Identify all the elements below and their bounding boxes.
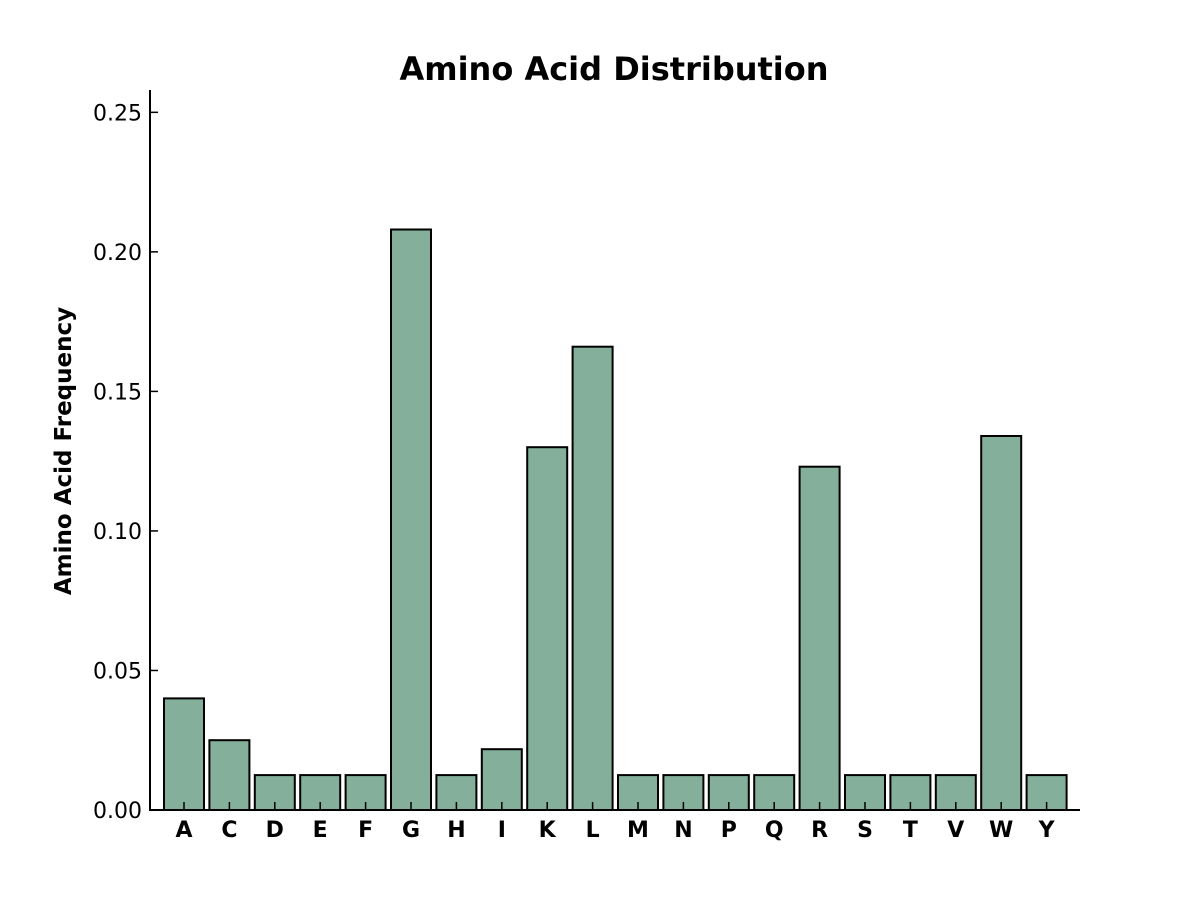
x-tick-label: P xyxy=(721,818,737,843)
x-tick-label: I xyxy=(498,818,506,843)
y-tick-label: 0.20 xyxy=(93,241,142,266)
y-tick-label: 0.00 xyxy=(93,799,142,824)
bar-G xyxy=(390,228,432,811)
x-tick-label: N xyxy=(674,818,692,843)
y-tick-label: 0.05 xyxy=(93,659,142,684)
x-tick-label: M xyxy=(627,818,649,843)
y-tick-label: 0.10 xyxy=(93,520,142,545)
bar-I xyxy=(480,748,523,812)
bar-A xyxy=(163,697,205,812)
x-tick-label: V xyxy=(947,818,964,843)
x-tick-label: L xyxy=(586,818,600,843)
y-axis-label: Amino Acid Frequency xyxy=(51,307,77,595)
x-tick-label: W xyxy=(989,818,1013,843)
x-tick-label: H xyxy=(447,818,465,843)
x-tick-label: T xyxy=(903,818,918,843)
x-tick-label: Q xyxy=(765,818,784,843)
y-tick-label: 0.25 xyxy=(93,101,142,126)
bar-R xyxy=(798,465,841,811)
x-tick-label: G xyxy=(402,818,420,843)
x-tick-label: C xyxy=(221,818,237,843)
y-tick-label: 0.15 xyxy=(93,380,142,405)
x-tick-label: F xyxy=(358,818,373,843)
x-tick-label: S xyxy=(857,818,873,843)
bar-W xyxy=(980,435,1023,811)
chart-title: Amino Acid Distribution xyxy=(399,50,828,88)
y-ticks-group: 0.00 0.05 0.10 0.15 0.20 0.25 xyxy=(93,101,158,824)
x-tick-label: K xyxy=(539,818,557,843)
x-tick-label: E xyxy=(313,818,328,843)
bar-C xyxy=(208,739,251,812)
axes-group xyxy=(149,90,1080,811)
x-tick-label: Y xyxy=(1038,818,1056,843)
bar-L xyxy=(571,345,614,811)
x-tick-label: D xyxy=(266,818,284,843)
x-tick-label: A xyxy=(175,818,192,843)
bars-group xyxy=(163,228,1068,812)
x-tick-label: R xyxy=(811,818,828,843)
bar-K xyxy=(526,446,569,811)
